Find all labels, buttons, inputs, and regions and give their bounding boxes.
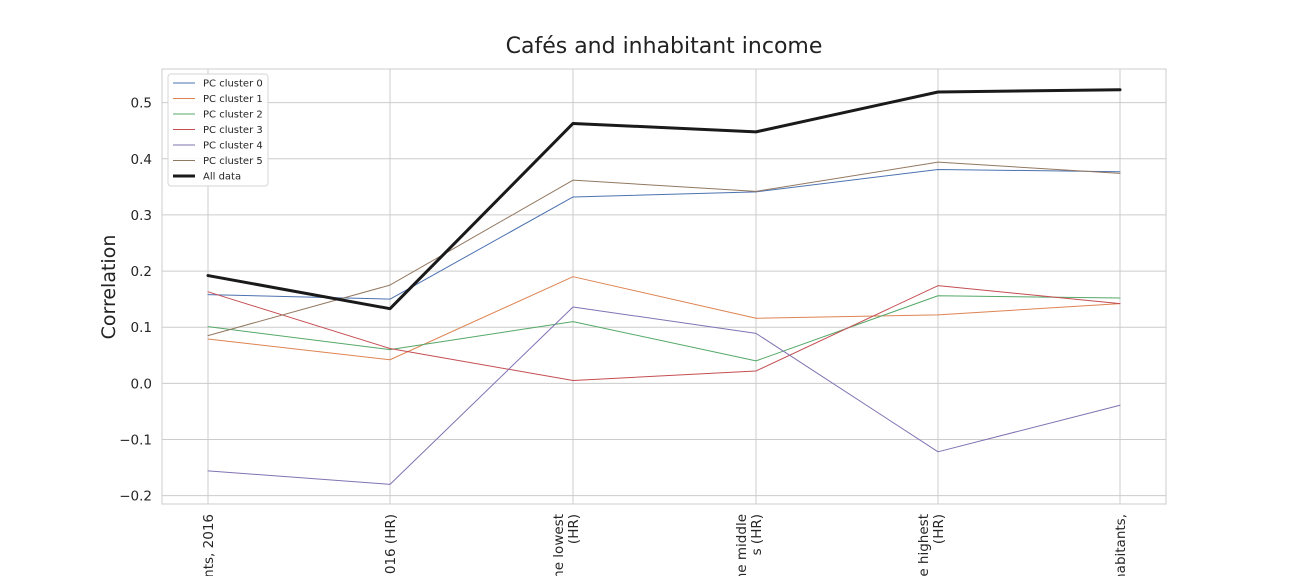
legend-label: PC cluster 1 <box>203 94 263 105</box>
y-tick-label: 0.2 <box>131 264 152 280</box>
y-tick-label: 0.3 <box>131 208 152 224</box>
x-tick-label-line: (HR) <box>566 514 582 544</box>
x-tick-label-line: habitants, <box>1113 514 1129 576</box>
series-line-5 <box>207 161 1121 337</box>
plot-frame <box>161 68 1167 505</box>
legend-label: PC cluster 4 <box>203 141 263 152</box>
series-line-2 <box>207 295 1121 362</box>
x-tick-label-line: nts, 2016 <box>201 514 217 576</box>
x-tick-label-line: ne middle <box>734 514 750 576</box>
x-tick-label-line: 016 (HR) <box>383 514 399 574</box>
legend-label: All data <box>203 172 241 183</box>
y-tick-label: −0.1 <box>119 432 152 448</box>
y-axis-label: Correlation <box>98 235 120 340</box>
legend-label: PC cluster 3 <box>203 125 263 136</box>
legend-label: PC cluster 5 <box>203 156 263 167</box>
x-tick-labels: nts, 2016 016 (HR) ne lowest (HR) ne middle s… <box>201 514 1129 576</box>
grid <box>162 69 1166 504</box>
x-tick-label-line: ne lowest <box>551 514 567 576</box>
legend-box <box>167 73 269 187</box>
x-tick-label: 016 (HR) <box>383 514 399 574</box>
x-tick-label: e highest (HR) <box>916 514 947 576</box>
legend-label: PC cluster 0 <box>203 79 263 90</box>
legend: PC cluster 0 PC cluster 1 PC cluster 2 PC c… <box>167 73 269 187</box>
x-tick-label: nts, 2016 <box>201 514 217 576</box>
series-line-0 <box>207 168 1121 300</box>
x-tick-label-line: s (HR) <box>749 514 765 555</box>
x-tick-label: ne middle s (HR) <box>734 514 765 576</box>
y-tick-label: 0.5 <box>131 96 152 112</box>
chart-title: Cafés and inhabitant income <box>506 34 823 59</box>
y-tick-label: 0.1 <box>131 320 152 336</box>
series-line-1 <box>207 276 1121 361</box>
y-tick-label: −0.2 <box>119 489 152 505</box>
y-tick-labels: −0.2 −0.1 0.0 0.1 0.2 0.3 0.4 0.5 <box>119 96 152 505</box>
y-tick-label: 0.0 <box>131 376 152 392</box>
x-tick-label: habitants, <box>1113 514 1129 576</box>
y-tick-label: 0.4 <box>131 152 152 168</box>
series-line-6 <box>206 88 1122 311</box>
series-line-3 <box>207 285 1121 382</box>
x-tick-label-line: e highest <box>916 514 932 576</box>
x-tick-label: ne lowest (HR) <box>551 514 582 576</box>
legend-label: PC cluster 2 <box>203 110 263 121</box>
x-tick-label-line: (HR) <box>931 514 947 544</box>
series-line-4 <box>207 306 1121 485</box>
series-lines <box>206 88 1122 485</box>
